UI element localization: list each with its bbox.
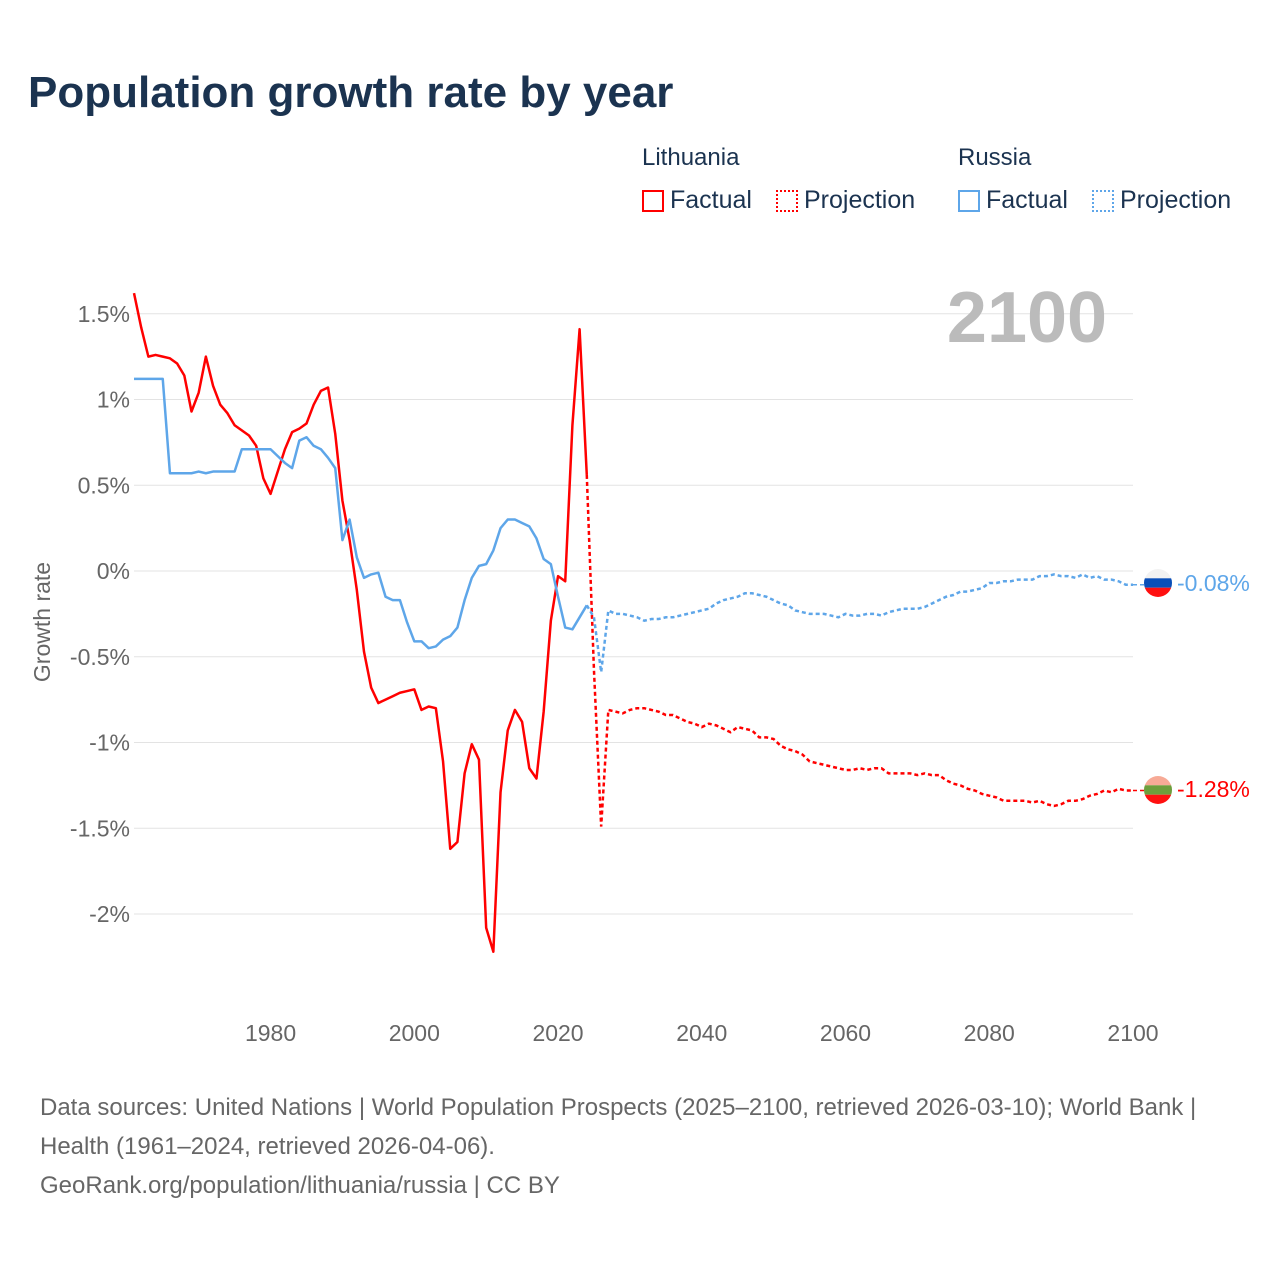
lithuania-projection-line: [585, 474, 1133, 827]
russia-projection-line: [585, 573, 1133, 673]
lithuania-flag-marker: [1144, 776, 1172, 804]
legend-swatch-dotted: [776, 189, 798, 212]
y-tick-label: 0.5%: [78, 472, 130, 498]
legend-country-russia: Russia: [958, 144, 1032, 171]
chart-title: Population growth rate by year: [28, 68, 674, 117]
legend-label: Projection: [1120, 186, 1232, 214]
y-tick-label: 0%: [97, 558, 130, 584]
y-tick-label: -0.5%: [70, 644, 130, 670]
y-tick-label: -1.5%: [70, 815, 130, 841]
russia-flag-marker: [1144, 569, 1172, 597]
x-tick-label: 2100: [1107, 1020, 1158, 1046]
y-tick-label: -1%: [89, 730, 130, 756]
legend-russia-factual[interactable]: Factual: [958, 186, 1068, 215]
x-tick-label: 2020: [532, 1020, 583, 1046]
legend-swatch-solid: [958, 189, 980, 212]
year-display: 2100: [947, 278, 1107, 358]
lithuania-end-label: -1.28%: [1177, 776, 1250, 802]
x-tick-label: 1980: [245, 1020, 296, 1046]
legend-label: Factual: [670, 186, 752, 214]
russia-factual-line: [134, 377, 588, 650]
legend-swatch-solid: [642, 189, 664, 212]
legend-lithuania-projection[interactable]: Projection: [776, 186, 915, 215]
legend-country-lithuania: Lithuania: [642, 144, 740, 171]
y-tick-label: -2%: [89, 901, 130, 927]
x-tick-label: 2080: [964, 1020, 1015, 1046]
x-tick-label: 2060: [820, 1020, 871, 1046]
legend-lithuania-factual[interactable]: Factual: [642, 186, 752, 215]
legend-swatch-dotted: [1092, 189, 1114, 212]
y-axis-label: Growth rate: [29, 562, 55, 682]
russia-end-label: -0.08%: [1177, 570, 1250, 596]
x-tick-label: 2000: [389, 1020, 440, 1046]
data-sources: Data sources: United Nations | World Pop…: [40, 1094, 1197, 1160]
x-tick-label: 2040: [676, 1020, 727, 1046]
footer-link[interactable]: GeoRank.org/population/lithuania/russia …: [40, 1172, 560, 1199]
y-tick-label: 1%: [97, 387, 130, 413]
legend-russia-projection[interactable]: Projection: [1092, 186, 1231, 215]
footer: Data sources: United Nations | World Pop…: [40, 1088, 1240, 1205]
lithuania-factual-line: [132, 292, 589, 953]
y-tick-label: 1.5%: [78, 301, 130, 327]
legend-label: Projection: [804, 186, 916, 214]
legend-label: Factual: [986, 186, 1068, 214]
